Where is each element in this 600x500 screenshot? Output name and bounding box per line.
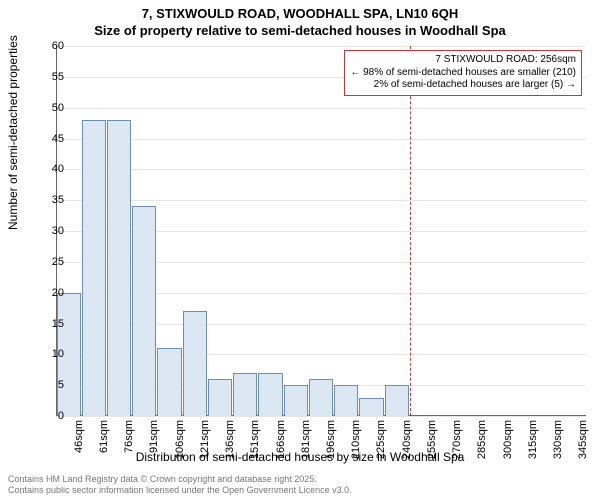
x-tick-label: 166sqm [275,381,287,420]
y-tick-label: 25 [34,256,64,268]
y-tick-label: 55 [34,71,64,83]
gridline [56,200,586,201]
y-tick-label: 0 [34,410,64,422]
annotation-line: 7 STIXWOULD ROAD: 256sqm [350,54,576,67]
gridline [56,46,586,47]
property-marker-line [410,46,411,416]
y-tick-label: 10 [34,348,64,360]
plot-region: 7 STIXWOULD ROAD: 256sqm← 98% of semi-de… [56,46,586,416]
x-tick-label: 255sqm [426,381,438,420]
x-tick-label: 46sqm [73,387,85,420]
x-tick-label: 76sqm [123,387,135,420]
annotation-box: 7 STIXWOULD ROAD: 256sqm← 98% of semi-de… [344,50,582,96]
histogram-bar [132,206,156,416]
annotation-line: 2% of semi-detached houses are larger (5… [350,79,576,92]
chart-area: 7 STIXWOULD ROAD: 256sqm← 98% of semi-de… [56,46,586,416]
histogram-bar [82,120,106,416]
x-axis-label: Distribution of semi-detached houses by … [0,450,600,464]
x-tick-label: 330sqm [552,381,564,420]
y-tick-label: 45 [34,133,64,145]
annotation-line: ← 98% of semi-detached houses are smalle… [350,67,576,80]
y-tick-label: 50 [34,102,64,114]
gridline [56,169,586,170]
y-tick-label: 20 [34,287,64,299]
footer-attribution: Contains HM Land Registry data © Crown c… [8,474,352,496]
title-line-2: Size of property relative to semi-detach… [0,23,600,38]
x-tick-label: 151sqm [249,381,261,420]
y-tick-label: 5 [34,379,64,391]
x-tick-label: 345sqm [577,381,589,420]
y-tick-label: 30 [34,225,64,237]
x-tick-label: 91sqm [148,387,160,420]
y-axis-label: Number of semi-detached properties [6,35,20,230]
y-tick-label: 60 [34,40,64,52]
x-tick-label: 300sqm [502,381,514,420]
x-tick-label: 121sqm [199,381,211,420]
footer-line-1: Contains HM Land Registry data © Crown c… [8,474,352,485]
y-tick-label: 15 [34,318,64,330]
y-tick-label: 35 [34,194,64,206]
x-tick-label: 270sqm [451,381,463,420]
footer-line-2: Contains public sector information licen… [8,485,352,496]
x-tick-label: 315sqm [527,381,539,420]
x-tick-label: 61sqm [98,387,110,420]
x-tick-label: 285sqm [476,381,488,420]
x-tick-label: 196sqm [325,381,337,420]
x-tick-label: 225sqm [375,381,387,420]
gridline [56,108,586,109]
chart-container: 7, STIXWOULD ROAD, WOODHALL SPA, LN10 6Q… [0,0,600,500]
x-tick-label: 106sqm [174,381,186,420]
x-tick-label: 181sqm [300,381,312,420]
title-block: 7, STIXWOULD ROAD, WOODHALL SPA, LN10 6Q… [0,0,600,38]
x-tick-label: 136sqm [224,381,236,420]
y-tick-label: 40 [34,163,64,175]
gridline [56,139,586,140]
title-line-1: 7, STIXWOULD ROAD, WOODHALL SPA, LN10 6Q… [0,6,600,21]
x-tick-label: 240sqm [401,381,413,420]
x-tick-label: 210sqm [350,381,362,420]
histogram-bar [107,120,131,416]
